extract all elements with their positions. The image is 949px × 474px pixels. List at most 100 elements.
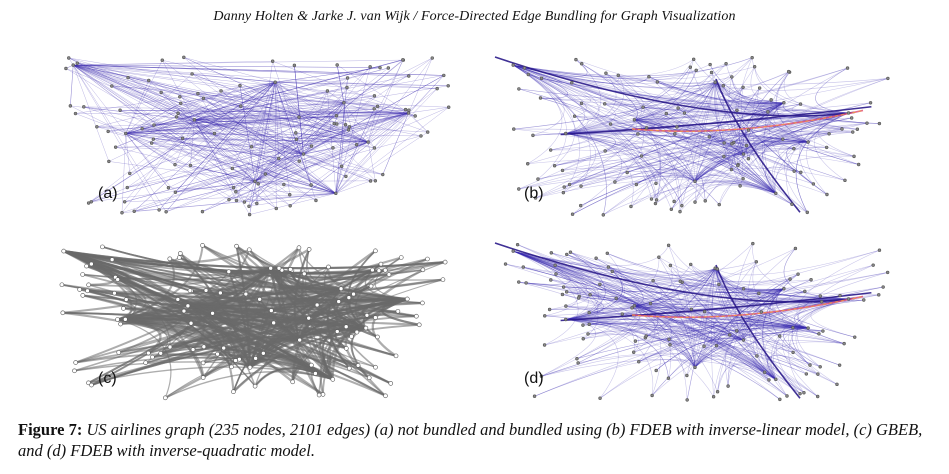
edge-line [562, 81, 716, 171]
edge-line [183, 57, 369, 143]
edge-line [763, 71, 790, 194]
edge-line [108, 119, 195, 132]
edge-line [562, 151, 744, 171]
edge-line [773, 128, 843, 194]
edge-line [236, 141, 369, 201]
edge-line [513, 250, 737, 332]
edge-line [694, 353, 765, 373]
edge-line [634, 305, 673, 345]
edge-line [175, 82, 276, 193]
edge-line [694, 355, 770, 381]
edge-line [714, 82, 859, 165]
edge-line [194, 119, 297, 140]
edge-line [580, 175, 696, 206]
edge-line [235, 245, 367, 330]
edge-line [158, 82, 276, 211]
edge-line [191, 73, 304, 155]
edge-line [194, 119, 233, 169]
graph-node [347, 365, 352, 371]
edge-line [670, 265, 784, 291]
graph-node [339, 164, 344, 168]
edge-line [555, 265, 784, 291]
graph-node [297, 115, 301, 119]
edge-line [714, 82, 732, 170]
edge-line [714, 268, 794, 353]
edge-line [513, 250, 762, 313]
graph-node [386, 272, 392, 277]
edge-line [565, 67, 848, 134]
edge-line [565, 133, 859, 165]
edge-line [254, 181, 277, 209]
edge-line [244, 181, 256, 203]
edge-line [806, 112, 849, 195]
edge-line [582, 321, 809, 329]
edge-line [634, 106, 654, 121]
edge-line [513, 250, 845, 344]
graph-node [564, 317, 568, 322]
edge-line [337, 64, 409, 114]
edge-line [254, 57, 433, 182]
graph-node [649, 197, 654, 201]
edge-line [310, 141, 369, 186]
edge-line [668, 245, 716, 275]
graph-node [598, 282, 602, 287]
edge-line [165, 82, 276, 212]
graph-node [605, 251, 610, 256]
graph-node [746, 128, 751, 132]
graph-node [239, 104, 243, 108]
edge-line [303, 153, 383, 175]
edge-line [183, 57, 369, 143]
edge-line [513, 64, 607, 215]
edge-line [711, 72, 784, 104]
edge-line [343, 102, 378, 107]
edge-line [513, 250, 571, 285]
edge-line [569, 141, 809, 185]
edge-line [798, 141, 859, 165]
edge-line [544, 315, 696, 368]
edge-line [565, 305, 776, 380]
graph-node [625, 170, 629, 175]
edge-line [88, 81, 276, 204]
edge-line [565, 319, 794, 353]
graph-node [702, 309, 707, 314]
edge-line [125, 103, 181, 134]
bundle-line [715, 264, 801, 399]
graph-node [306, 247, 312, 252]
edge-line [142, 128, 369, 143]
edge-line [580, 174, 776, 194]
edge-line [274, 82, 300, 118]
edge-line [124, 153, 304, 203]
graph-node [811, 182, 816, 186]
graph-node [297, 159, 301, 163]
graph-node [845, 66, 850, 70]
edge-line [569, 119, 637, 185]
graph-node [419, 134, 423, 138]
graph-node [407, 108, 411, 112]
edge-line [343, 102, 406, 110]
edge-line [751, 357, 776, 380]
edge-line [694, 66, 755, 182]
edge-line [788, 298, 849, 393]
edge-line [694, 147, 827, 182]
edge-line [694, 141, 809, 182]
edge-line [622, 305, 650, 315]
bundle-core [631, 295, 864, 318]
edge-line [632, 305, 653, 309]
edge-line [634, 67, 848, 121]
edge-line [674, 82, 716, 135]
edge-line [562, 294, 696, 368]
edge-line [565, 318, 793, 328]
edge-line [541, 354, 696, 377]
edge-line [671, 183, 776, 210]
bundle-line [494, 242, 855, 303]
edge-line [335, 180, 371, 194]
graph-node [176, 111, 180, 116]
edge-line [555, 265, 809, 329]
graph-node [175, 297, 181, 302]
edge-line [716, 343, 776, 380]
edge-line [254, 132, 296, 182]
edge-line [565, 251, 606, 320]
graph-panel-c [35, 228, 465, 413]
edge-line [190, 119, 195, 166]
graph-node [804, 372, 809, 376]
